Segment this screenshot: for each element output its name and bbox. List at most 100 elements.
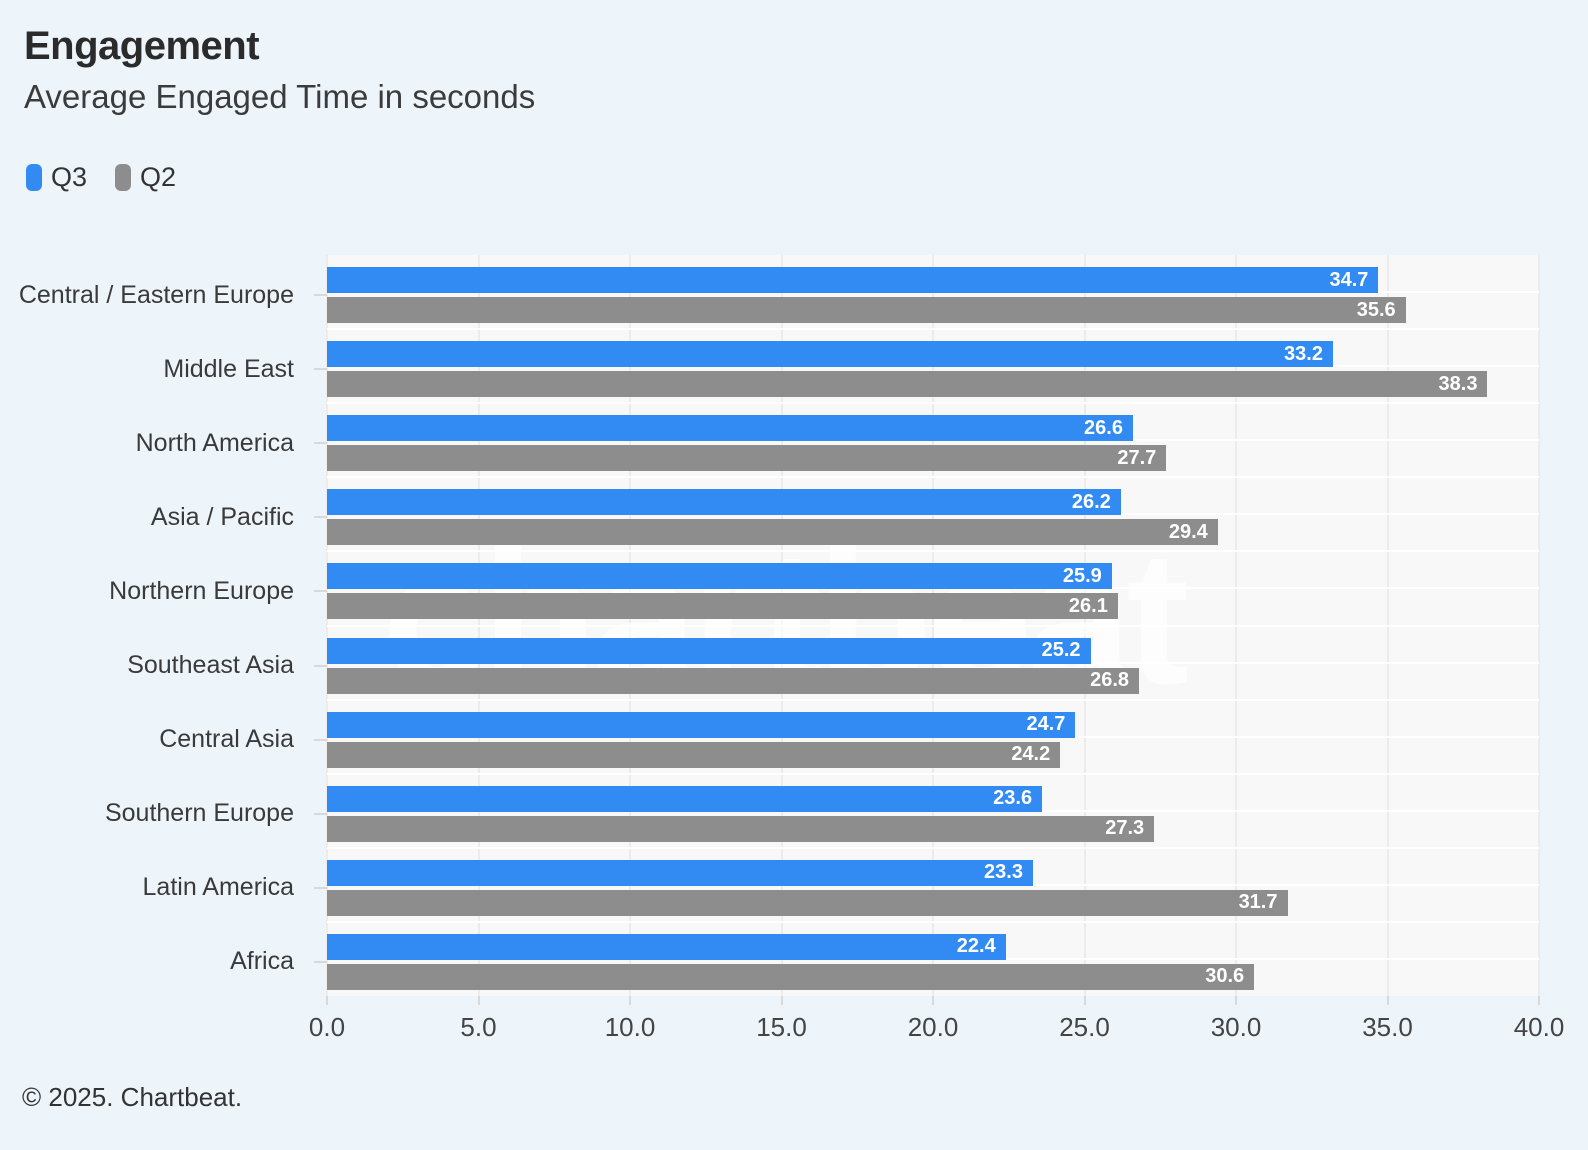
horizontal-gridline — [327, 402, 1539, 405]
horizontal-gridline — [327, 920, 1539, 923]
legend-label-q2: Q2 — [140, 162, 177, 192]
x-axis-tick-label: 10.0 — [604, 1012, 656, 1042]
copyright-footer: © 2025. Chartbeat. — [22, 1082, 243, 1112]
bar-rows: 34.7 35.6 33.2 38.3 26.6 27.7 26.2 29.4 25.9 26.1… — [314, 255, 1539, 996]
x-axis-tick-label: 35.0 — [1362, 1012, 1413, 1042]
category-tick — [314, 368, 327, 371]
x-axis-tick-label: 40.0 — [1513, 1012, 1565, 1042]
x-axis-tick-label: 20.0 — [907, 1012, 959, 1042]
category-tick — [314, 738, 327, 741]
x-axis-tick — [477, 996, 480, 1005]
x-axis-tick-label: 5.0 — [460, 1012, 497, 1042]
x-axis-tick — [326, 996, 328, 1005]
category-tick — [314, 812, 327, 815]
x-axis-tick — [1538, 996, 1540, 1005]
bar-value-label: 26.8 — [1090, 669, 1130, 691]
legend-swatch-q2 — [115, 164, 132, 191]
page-title: Engagement — [24, 24, 260, 68]
category-label: Asia / Pacific — [150, 502, 294, 531]
bar-q3: 25.2 — [327, 637, 1091, 664]
bar-value-label: 27.7 — [1117, 446, 1157, 469]
category-axis: Central / Eastern Europe Middle East North… — [0, 255, 310, 996]
bar-value-label: 26.2 — [1071, 490, 1111, 513]
bar-q2: 27.3 — [327, 815, 1155, 842]
bar-q2: 35.6 — [327, 297, 1406, 323]
horizontal-gridline — [327, 846, 1539, 849]
x-axis-tick — [1235, 996, 1237, 1005]
category-tick — [314, 442, 327, 445]
bar-q3: 26.2 — [327, 489, 1121, 516]
bar-value-label: 26.1 — [1068, 594, 1108, 617]
bar-group: 34.7 35.6 — [314, 255, 1539, 329]
bar-value-label: 25.9 — [1062, 564, 1102, 587]
legend-label-q3: Q3 — [51, 162, 88, 192]
page-subtitle: Average Engaged Time in seconds — [24, 78, 536, 115]
category-tick — [314, 294, 327, 296]
bar-value-label: 24.7 — [1026, 713, 1066, 736]
bar-group: 22.4 30.6 — [314, 922, 1539, 996]
bar-value-label: 24.2 — [1011, 743, 1051, 766]
x-axis-tick — [780, 996, 783, 1005]
category-label: North America — [135, 428, 294, 457]
bar-value-label: 23.6 — [993, 787, 1033, 810]
category-tick — [314, 590, 327, 593]
bar-value-label: 27.3 — [1105, 817, 1145, 840]
bar-q3: 24.7 — [327, 711, 1076, 738]
plot-area: chartbeat 34.735.633.238.326.627.726.229… — [314, 255, 1540, 996]
bar-value-label: 34.7 — [1329, 268, 1369, 291]
bar-group: 25.2 26.8 — [314, 626, 1539, 700]
x-axis-tick-label: 25.0 — [1059, 1012, 1110, 1042]
bar-value-label: 31.7 — [1238, 891, 1278, 914]
category-label: Northern Europe — [109, 576, 294, 605]
bar-group: 23.3 31.7 — [314, 848, 1539, 922]
x-axis-tick-label: 15.0 — [756, 1012, 807, 1042]
bar-group: 24.7 24.2 — [314, 700, 1539, 774]
bar-q3: 34.7 — [327, 267, 1379, 293]
category-tick — [314, 516, 327, 519]
legend-swatch-q3 — [26, 164, 42, 191]
x-axis-tick-label: 0.0 — [308, 1012, 346, 1042]
bar-group: 26.6 27.7 — [314, 403, 1539, 477]
category-label: Middle East — [163, 354, 294, 383]
horizontal-gridline — [327, 772, 1539, 775]
bar-value-label: 33.2 — [1284, 342, 1323, 365]
legend: Q3 Q2 — [26, 162, 176, 193]
category-label: Southeast Asia — [127, 651, 294, 680]
bar-value-label: 30.6 — [1205, 965, 1245, 988]
bar-q3: 25.9 — [327, 563, 1112, 590]
bar-q2: 38.3 — [327, 371, 1488, 398]
bar-value-label: 38.3 — [1438, 372, 1478, 395]
bar-group: 26.2 29.4 — [314, 477, 1539, 551]
category-label: Africa — [230, 947, 294, 976]
x-axis-tick — [1386, 996, 1389, 1005]
x-axis-tick — [629, 996, 631, 1005]
category-label: Central Asia — [159, 725, 294, 754]
bar-q2: 29.4 — [327, 519, 1218, 546]
bar-q3: 33.2 — [327, 341, 1333, 368]
bar-value-label: 26.6 — [1084, 416, 1123, 439]
horizontal-gridline — [327, 698, 1539, 701]
legend-item-q2: Q2 — [115, 162, 176, 193]
bar-q3: 22.4 — [327, 933, 1006, 960]
category-label: Central / Eastern Europe — [18, 280, 294, 309]
bar-q3: 23.3 — [327, 859, 1033, 886]
bar-group: 23.6 27.3 — [314, 774, 1539, 848]
bar-q2: 30.6 — [327, 963, 1255, 990]
horizontal-gridline — [327, 624, 1539, 627]
x-axis: 0.0 5.0 10.0 15.0 20.0 25.0 30.0 35.0 40.0 — [0, 996, 1588, 1056]
vertical-gridline — [1538, 255, 1540, 996]
horizontal-gridline — [327, 476, 1539, 479]
category-label: Latin America — [142, 873, 294, 902]
bar-q2: 27.7 — [327, 445, 1167, 472]
bar-q2: 24.2 — [327, 741, 1061, 768]
category-tick — [314, 886, 327, 889]
category-tick — [314, 664, 327, 667]
horizontal-gridline — [327, 550, 1539, 553]
bar-q3: 26.6 — [327, 415, 1133, 442]
bar-q2: 26.1 — [327, 593, 1118, 620]
bar-group: 33.2 38.3 — [314, 329, 1539, 403]
bar-value-label: 25.2 — [1041, 639, 1081, 661]
category-tick — [314, 960, 327, 963]
bar-q3: 23.6 — [327, 785, 1043, 812]
